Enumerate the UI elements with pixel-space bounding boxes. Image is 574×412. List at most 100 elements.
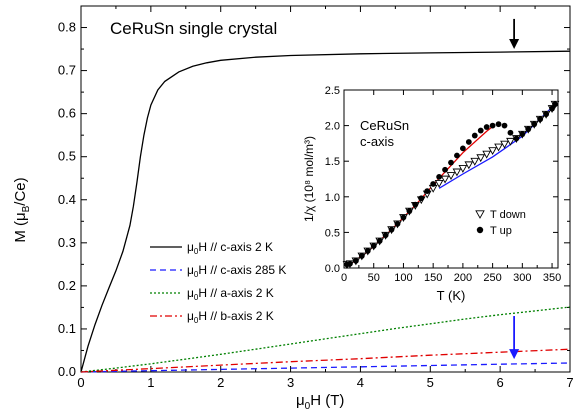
- inset-y-axis-label: 1/χ (10⁸ mol/m³): [302, 136, 316, 222]
- data-point-t-up: [471, 132, 478, 139]
- data-point-t-up: [382, 232, 389, 239]
- data-point-t-up: [537, 116, 544, 123]
- data-point-t-up: [549, 105, 555, 112]
- data-point-t-down: [464, 161, 474, 170]
- data-point-t-up: [347, 260, 353, 267]
- data-point-t-up: [394, 220, 401, 227]
- data-point-t-up: [465, 139, 472, 145]
- inset-x-tick-label: 300: [513, 272, 531, 284]
- data-point-t-up: [370, 243, 377, 249]
- data-point-t-up: [531, 121, 538, 128]
- main-chart-title: CeRuSn single crystal: [110, 19, 277, 38]
- inset-x-tick-label: 200: [454, 272, 472, 284]
- inset-legend-label: T up: [490, 225, 512, 237]
- legend-label: μ0H // c-axis 285 K: [187, 263, 286, 279]
- data-point-t-up: [543, 111, 550, 118]
- data-point-t-up: [412, 201, 419, 208]
- y-tick-label: 0.6: [58, 106, 76, 121]
- inset-y-tick-label: 0.0: [325, 263, 340, 275]
- data-point-t-down: [506, 137, 515, 146]
- x-tick-label: 5: [427, 375, 434, 390]
- data-point-t-up: [388, 226, 395, 233]
- inset-x-tick-label: 150: [424, 272, 442, 284]
- inset-x-tick-label: 50: [368, 272, 380, 284]
- data-point-t-up: [495, 121, 502, 128]
- data-point-t-up: [477, 127, 484, 134]
- inset-legend: T down T up: [475, 209, 526, 237]
- data-point-t-down: [482, 150, 492, 159]
- data-point-t-up: [483, 124, 490, 130]
- inset-plot-series: [342, 100, 560, 269]
- inset-plot-frame: [343, 89, 559, 269]
- inset-plot-ticks: 0 50 100 150 200 250 300 350 0.0 0.5 1.0 1.5 2.0 2.5: [325, 85, 562, 284]
- y-tick-label: 0.2: [58, 278, 76, 293]
- data-point-t-up: [448, 159, 454, 166]
- y-tick-label: 0.1: [58, 321, 76, 336]
- data-point-t-up: [352, 257, 359, 264]
- main-x-axis-label: μ0H (T): [296, 392, 344, 412]
- data-point-t-up: [454, 152, 460, 159]
- data-point-t-up: [513, 135, 520, 142]
- y-tick-label: 0.7: [58, 63, 76, 78]
- inset-x-tick-label: 100: [394, 272, 412, 284]
- x-tick-label: 0: [77, 375, 84, 390]
- data-point-t-up: [400, 214, 407, 221]
- x-tick-label: 1: [147, 375, 154, 390]
- y-tick-label: 0.3: [58, 235, 76, 250]
- main-plot-arrows: [509, 18, 520, 360]
- inset-title: CeRuSn: [360, 118, 409, 133]
- data-point-t-up: [442, 166, 448, 173]
- data-point-t-up: [364, 248, 371, 254]
- y-tick-label: 0.8: [58, 20, 76, 35]
- annotation-arrow-head: [509, 349, 520, 360]
- data-point-t-up: [418, 195, 425, 202]
- annotation-arrow-head: [509, 39, 520, 50]
- legend-label: μ0H // a-axis 2 K: [187, 286, 274, 302]
- data-point-t-down: [458, 164, 468, 173]
- series-line: [80, 348, 571, 373]
- data-point-t-up: [436, 173, 443, 180]
- legend-marker-t-up: [476, 226, 484, 234]
- data-point-t-up: [376, 238, 383, 244]
- data-point-t-up: [459, 145, 466, 152]
- x-tick-label: 7: [566, 375, 573, 390]
- main-legend: μ0H // c-axis 2 K μ0H // c-axis 285 K μ0H …: [150, 240, 286, 325]
- data-point-t-down: [452, 168, 462, 177]
- data-point-t-down: [488, 147, 497, 156]
- data-point-t-up: [424, 188, 431, 195]
- inset-legend-label: T down: [490, 209, 526, 221]
- legend-label: μ0H // b-axis 2 K: [187, 309, 274, 325]
- series-line: [80, 362, 571, 373]
- inset-x-axis-label: T (K): [437, 288, 466, 303]
- x-tick-label: 4: [357, 375, 364, 390]
- main-y-axis-label: M (μB/Ce): [12, 177, 32, 242]
- inset-y-tick-label: 1.0: [325, 192, 340, 204]
- data-point-t-up: [501, 122, 508, 129]
- data-point-t-up: [525, 126, 532, 133]
- data-point-t-down: [440, 175, 450, 184]
- data-point-t-down: [446, 172, 456, 180]
- inset-subtitle: c-axis: [360, 134, 394, 149]
- data-point-t-up: [552, 101, 558, 108]
- inset-y-tick-label: 0.5: [325, 227, 340, 239]
- data-point-t-up: [406, 208, 413, 214]
- x-tick-label: 3: [287, 375, 294, 390]
- data-point-t-down: [500, 140, 509, 149]
- legend-marker-t-down: [475, 210, 485, 219]
- data-point-t-down: [434, 179, 444, 188]
- series-line: [80, 306, 571, 373]
- y-tick-label: 0.0: [58, 364, 76, 379]
- data-point-t-down: [470, 157, 480, 166]
- data-point-t-up: [358, 252, 365, 259]
- series-line: [80, 50, 571, 373]
- inset-y-tick-label: 2.5: [325, 85, 340, 97]
- x-tick-label: 2: [217, 375, 224, 390]
- inset-y-tick-label: 1.5: [325, 156, 340, 168]
- data-point-t-up: [519, 131, 526, 138]
- main-plot-series: [80, 50, 571, 373]
- inset-x-tick-label: 250: [483, 272, 501, 284]
- data-point-t-up: [489, 122, 496, 129]
- data-point-t-up: [430, 181, 437, 187]
- legend-label: μ0H // c-axis 2 K: [187, 240, 273, 256]
